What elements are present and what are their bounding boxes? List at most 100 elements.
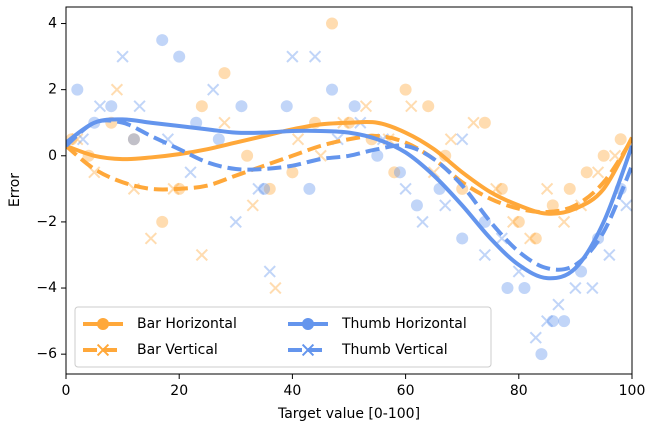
point	[608, 149, 622, 162]
point	[427, 166, 441, 179]
point	[96, 343, 110, 357]
point	[456, 232, 469, 245]
point	[456, 182, 469, 195]
point	[495, 232, 508, 245]
point	[76, 133, 90, 146]
point	[229, 215, 242, 229]
point	[591, 166, 605, 179]
point	[540, 314, 554, 328]
legend-label: Thumb Vertical	[341, 342, 448, 358]
point	[558, 315, 571, 328]
point	[280, 100, 293, 113]
point	[518, 282, 531, 295]
point	[110, 83, 124, 96]
point	[620, 199, 632, 212]
y-axis-label: Error	[7, 173, 23, 207]
x-tick-label: 40	[283, 383, 301, 399]
point	[507, 215, 520, 229]
fit-line	[66, 119, 632, 216]
point	[167, 182, 180, 195]
point	[97, 318, 109, 330]
point	[218, 67, 231, 80]
point	[603, 248, 616, 262]
point	[529, 331, 542, 344]
point	[422, 100, 435, 113]
point	[173, 50, 186, 63]
point	[569, 281, 582, 295]
point	[393, 166, 406, 179]
point	[235, 100, 248, 113]
point	[195, 248, 208, 262]
point	[546, 315, 559, 328]
point	[410, 199, 423, 212]
point	[218, 116, 231, 129]
point	[263, 265, 276, 278]
point	[439, 199, 452, 212]
legend-label: Bar Horizontal	[137, 316, 237, 332]
point	[263, 182, 276, 195]
point	[105, 100, 118, 113]
point	[456, 133, 469, 146]
point	[416, 215, 429, 229]
point	[156, 34, 169, 47]
point	[184, 166, 197, 179]
y-tick-label: 0	[48, 148, 57, 164]
point	[399, 182, 412, 195]
point	[371, 149, 384, 162]
legend-label: Bar Vertical	[137, 342, 218, 358]
point	[512, 215, 525, 228]
point	[501, 282, 514, 295]
point	[71, 83, 84, 96]
point	[546, 199, 559, 212]
y-tick-label: −4	[36, 280, 57, 296]
point	[127, 133, 140, 146]
point	[326, 83, 339, 96]
x-axis-label: Target value [0-100]	[277, 406, 420, 422]
legend-box	[74, 306, 492, 368]
x-tick-label: 0	[62, 383, 71, 399]
point	[212, 133, 225, 146]
plot-frame	[65, 6, 633, 375]
point	[348, 100, 361, 113]
point	[399, 83, 412, 96]
point	[557, 215, 571, 229]
point	[286, 166, 299, 179]
point	[207, 83, 220, 96]
point	[286, 50, 299, 63]
point	[529, 232, 542, 245]
point	[359, 100, 373, 113]
point	[597, 149, 610, 162]
point	[586, 281, 599, 295]
point	[269, 281, 282, 295]
fit-line	[66, 117, 632, 281]
point	[444, 133, 457, 146]
point	[241, 149, 254, 162]
point	[524, 232, 537, 245]
point	[303, 182, 316, 195]
point	[291, 133, 305, 146]
point	[195, 100, 208, 113]
point	[540, 182, 554, 195]
point	[258, 182, 271, 195]
point	[575, 265, 588, 278]
x-tick-label: 80	[510, 383, 528, 399]
plot	[66, 17, 632, 361]
point	[478, 248, 491, 262]
point	[563, 182, 576, 195]
fit-line	[66, 133, 632, 215]
x-tick-label: 20	[170, 383, 188, 399]
y-tick-label: −2	[36, 214, 57, 230]
point	[580, 166, 593, 179]
point	[252, 182, 265, 195]
point	[144, 232, 158, 245]
fit-line	[66, 118, 632, 272]
point	[133, 100, 146, 113]
point	[388, 166, 401, 179]
point	[552, 298, 565, 311]
y-tick-label: 2	[48, 82, 57, 98]
point	[326, 17, 339, 30]
y-tick-label: −6	[36, 346, 57, 362]
point	[405, 100, 418, 113]
point	[116, 50, 129, 63]
point	[156, 215, 169, 228]
